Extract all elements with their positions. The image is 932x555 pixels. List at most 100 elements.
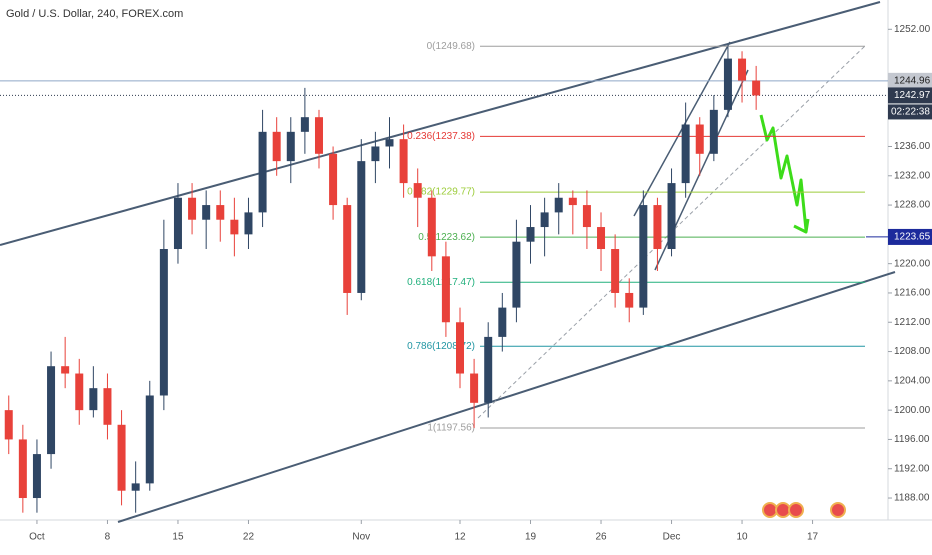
countdown-tag [888, 104, 932, 120]
candle-body [512, 241, 521, 308]
y-tick-label: 1204.00 [894, 375, 931, 386]
x-tick-label: Oct [29, 532, 45, 543]
candle-body [343, 205, 352, 293]
price-tag [888, 228, 932, 245]
candle-body [554, 197, 563, 213]
candle-body [413, 183, 422, 198]
candle-body [738, 58, 747, 81]
chart-title: Gold / U.S. Dollar, 240, FOREX.com [6, 8, 183, 20]
candle-body [244, 212, 253, 235]
price-tag-label: 1223.65 [894, 232, 931, 243]
y-tick-label: 1252.00 [894, 24, 931, 35]
projection-arrowhead [793, 218, 810, 234]
y-tick-label: 1212.00 [894, 317, 931, 328]
projection-arrow [759, 114, 808, 231]
candle-body [4, 410, 13, 440]
y-tick-label: 1220.00 [894, 258, 931, 269]
candle-body [667, 183, 676, 250]
candle-body [188, 197, 197, 220]
price-tag [888, 72, 932, 89]
candle-body [371, 146, 380, 162]
candle-body [653, 205, 662, 250]
candle-body [300, 117, 309, 132]
y-tick-label: 1196.00 [894, 434, 930, 445]
fib-label: 1(1197.56) [427, 423, 475, 434]
candle-body [357, 161, 366, 293]
candle-body [314, 117, 323, 154]
candle-body [230, 219, 239, 235]
fib-label: 0(1249.68) [427, 41, 475, 52]
y-tick-label: 1228.00 [894, 200, 931, 211]
candle-body [202, 205, 211, 220]
event-icon[interactable] [830, 502, 846, 518]
fib-label: 0.786(1208.72) [407, 341, 475, 352]
fib-label: 0.5(1223.62) [418, 232, 475, 243]
candle-body [639, 205, 648, 308]
candle-body [582, 205, 591, 228]
candle-body [484, 336, 493, 403]
candle-body [131, 483, 140, 491]
channel-upper [0, 1, 881, 246]
candle-body [625, 292, 634, 308]
fib-label: 0.382(1229.77) [407, 187, 475, 198]
x-tick-label: Nov [352, 532, 370, 543]
y-tick-label: 1188.00 [894, 493, 930, 504]
candle-body [568, 197, 577, 206]
candle-body [723, 58, 732, 110]
candle-body [498, 307, 507, 337]
x-tick-label: 17 [807, 532, 819, 543]
price-tag-label: 1244.96 [894, 75, 931, 86]
candle-body [286, 131, 295, 162]
candle-body [441, 256, 450, 323]
x-tick-label: 26 [595, 532, 607, 543]
candle-body [540, 212, 549, 228]
y-tick-label: 1192.00 [894, 463, 930, 474]
candle-body [385, 139, 394, 147]
event-icon[interactable] [788, 502, 804, 518]
candle-body [47, 366, 56, 455]
candle-body [399, 139, 408, 184]
candle-body [216, 205, 225, 220]
candle-body [75, 373, 84, 411]
candle-body [597, 227, 606, 250]
event-icon[interactable] [775, 502, 791, 518]
fib-label: 0.236(1237.38) [407, 131, 475, 142]
x-tick-label: 8 [105, 532, 111, 543]
candle-body [329, 153, 338, 206]
candle-body [526, 227, 535, 242]
candle-body [258, 131, 267, 213]
fib-label: 0.618(1217.47) [407, 277, 475, 288]
candle-body [427, 197, 436, 257]
x-tick-label: 15 [172, 532, 184, 543]
price-tag-label: 1242.97 [894, 90, 931, 101]
y-tick-label: 1232.00 [894, 170, 931, 181]
y-tick-label: 1236.00 [894, 141, 931, 152]
x-tick-label: 12 [454, 532, 466, 543]
countdown: 02:22:38 [891, 107, 930, 118]
price-tag [888, 87, 932, 104]
candle-body [89, 388, 98, 411]
candle-body [117, 424, 126, 491]
candle-body [709, 109, 718, 154]
candle-body [18, 439, 27, 499]
y-tick-label: 1200.00 [894, 405, 931, 416]
candle-body [695, 124, 704, 154]
channel-lower [117, 271, 896, 523]
event-icon[interactable] [762, 502, 778, 518]
candle-body [103, 388, 112, 425]
x-tick-label: 19 [525, 532, 537, 543]
x-tick-label: 22 [243, 532, 255, 543]
candle-body [470, 373, 479, 403]
x-tick-label: Dec [663, 532, 681, 543]
candle-body [611, 249, 620, 293]
candle-body [145, 395, 154, 484]
x-tick-label: 10 [736, 532, 748, 543]
candle-body [173, 197, 182, 250]
candle-body [32, 454, 41, 499]
candle-body [752, 80, 761, 96]
candle-body [61, 366, 70, 374]
candle-body [681, 124, 690, 184]
y-tick-label: 1208.00 [894, 346, 931, 357]
